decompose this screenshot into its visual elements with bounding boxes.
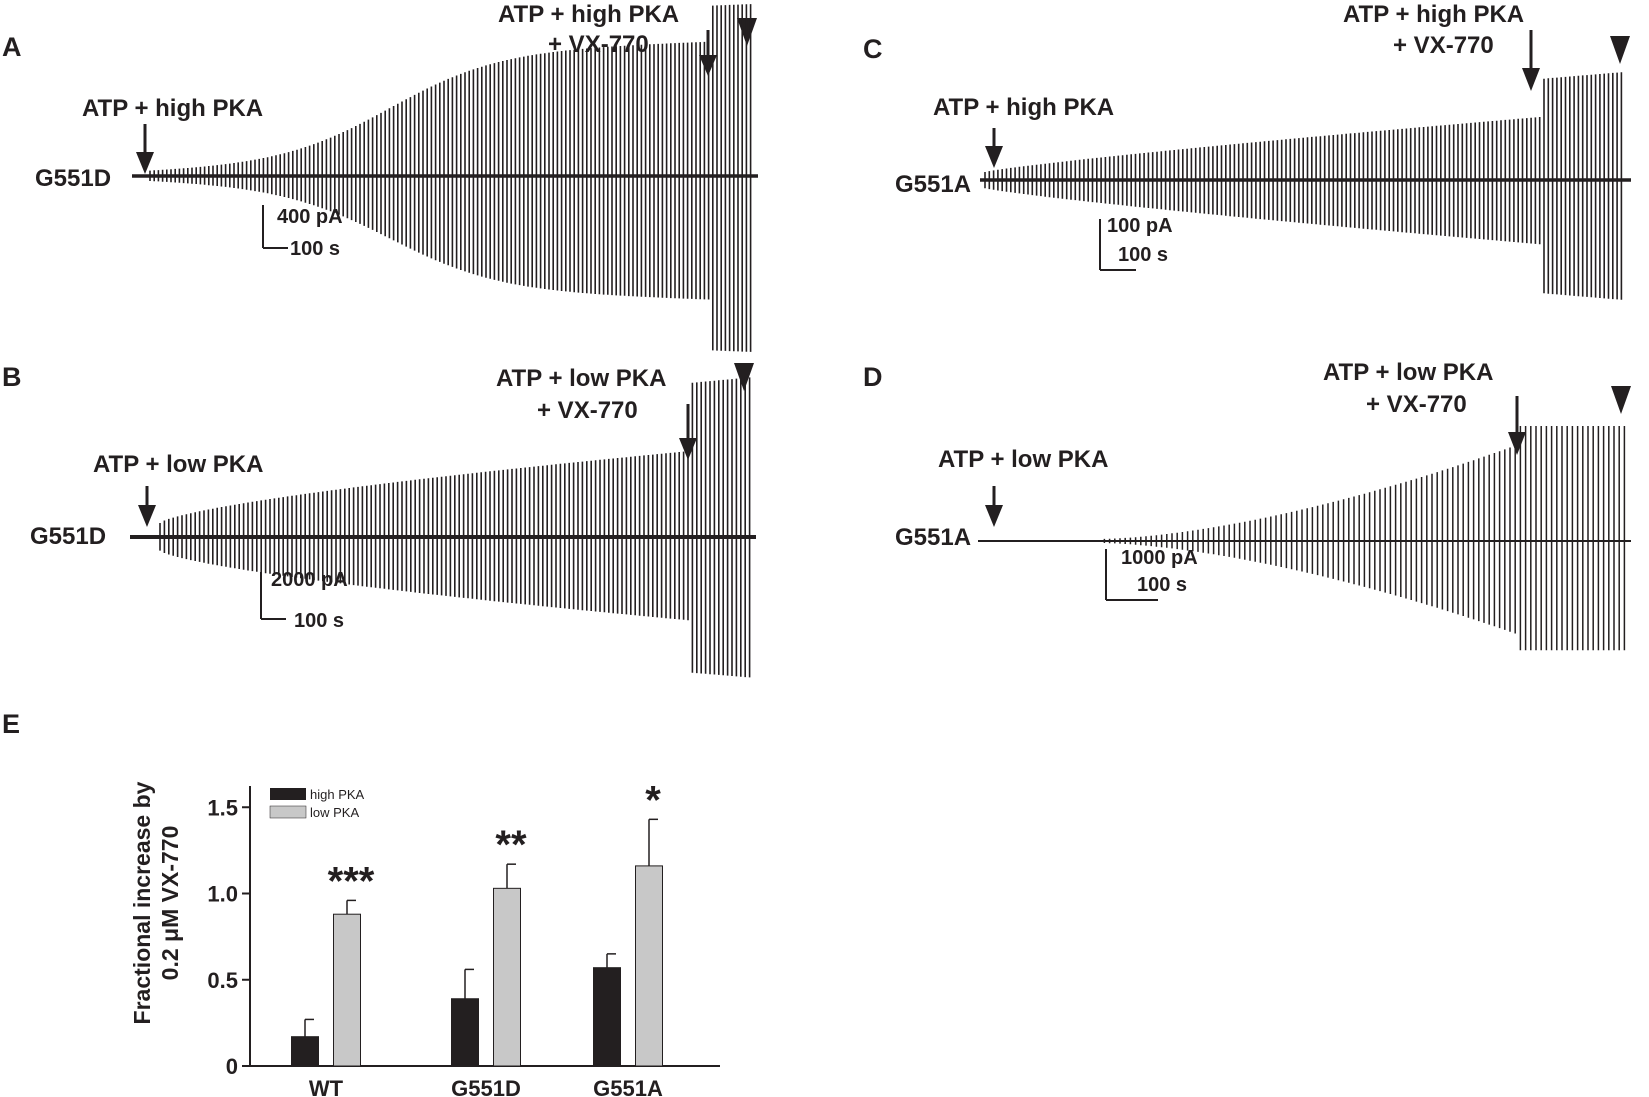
panel-b-scale-bar [260, 572, 286, 620]
legend-label-low-pka: low PKA [310, 805, 359, 820]
y-axis-label-line-2: 0.2 μM VX-770 [157, 826, 183, 981]
panel-c-arrowhead-marker [1610, 36, 1630, 64]
bar-wt-low-pka [333, 913, 361, 1067]
bar-g551d-low-pka [493, 887, 521, 1067]
panel-d-arrowhead-marker [1611, 386, 1631, 414]
panel-b-letter: B [2, 362, 22, 392]
panel-d-first-arrow [985, 486, 1003, 527]
x-tick-label: G551A [593, 1076, 663, 1097]
panel-d-second-arrow-label-2: + VX-770 [1366, 391, 1467, 418]
panel-c-second-arrow [1522, 30, 1540, 91]
legend-label-high-pka: high PKA [310, 787, 365, 802]
significance-marker: *** [328, 859, 375, 903]
panel-a-scale-time: 100 s [290, 238, 340, 260]
panel-a: A ATP + high PKA G551D ATP + high PKA + … [2, 1, 758, 352]
trace-deflections [149, 4, 752, 352]
panel-d-scale-current: 1000 pA [1121, 547, 1198, 569]
panel-a-second-arrow-label-1: ATP + high PKA [498, 1, 679, 28]
panel-a-first-arrow [136, 124, 154, 174]
panel-b-arrowhead-marker [734, 363, 754, 391]
panel-a-second-arrow-label-2: + VX-770 [548, 31, 649, 58]
panel-a-scale-bar [262, 205, 288, 249]
panel-a-first-arrow-label: ATP + high PKA [82, 95, 263, 122]
panel-e-letter: E [2, 709, 20, 739]
panel-c-scale-current: 100 pA [1107, 215, 1173, 237]
y-tick-label: 0.5 [207, 968, 238, 993]
y-tick-label: 0 [226, 1054, 238, 1079]
panel-d-letter: D [863, 362, 883, 392]
panel-b-scale-time: 100 s [294, 610, 344, 632]
bar-chart: 0 0.5 1.0 1.5 WT *** G551D ** G551A * [207, 778, 720, 1097]
panel-b-second-arrow-label-1: ATP + low PKA [496, 365, 666, 392]
panel-b-first-arrow-label: ATP + low PKA [93, 451, 263, 478]
panel-c: C ATP + high PKA G551A ATP + high PKA + … [863, 1, 1631, 300]
significance-marker: * [645, 778, 661, 822]
trace-deflections [159, 377, 751, 678]
panel-d-second-arrow [1508, 396, 1526, 455]
panel-d-scale-time: 100 s [1137, 574, 1187, 596]
panel-a-scale-current: 400 pA [277, 206, 343, 228]
panel-e: E Fractional increase by 0.2 μM VX-770 0… [2, 709, 720, 1097]
panel-b-trace-label: G551D [30, 523, 106, 550]
y-tick-label: 1.0 [207, 882, 238, 907]
legend-swatch-high-pka [270, 788, 306, 800]
significance-marker: ** [495, 823, 527, 867]
x-tick-label: WT [309, 1076, 344, 1097]
panel-a-trace-label: G551D [35, 165, 111, 192]
panel-d: D ATP + low PKA G551A ATP + low PKA + VX… [863, 359, 1631, 651]
panel-b: B ATP + low PKA G551D ATP + low PKA + VX… [2, 362, 756, 678]
x-tick-label: G551D [451, 1076, 521, 1097]
panel-c-second-arrow-label-2: + VX-770 [1393, 32, 1494, 59]
y-tick-label: 1.5 [207, 795, 238, 820]
panel-c-first-arrow-label: ATP + high PKA [933, 94, 1114, 121]
trace-deflections [1103, 426, 1626, 651]
panel-c-first-arrow [985, 128, 1003, 168]
bar-g551a-low-pka [635, 865, 663, 1067]
panel-d-first-arrow-label: ATP + low PKA [938, 446, 1108, 473]
legend-swatch-low-pka [269, 805, 307, 819]
panel-d-scale-bar [1105, 549, 1158, 601]
panel-d-second-arrow-label-1: ATP + low PKA [1323, 359, 1493, 386]
legend: high PKA low PKA [269, 787, 365, 820]
panel-b-second-arrow-label-2: + VX-770 [537, 397, 638, 424]
panel-a-letter: A [2, 32, 22, 62]
panel-b-scale-current: 2000 pA [271, 569, 348, 591]
panel-c-scale-time: 100 s [1118, 244, 1168, 266]
panel-b-current-trace [130, 377, 756, 678]
y-axis-label-line-1: Fractional increase by [129, 781, 155, 1024]
panel-d-trace-label: G551A [895, 524, 971, 551]
panel-c-letter: C [863, 34, 883, 64]
bar-g551d-high-pka [451, 998, 479, 1067]
bar-g551a-high-pka [593, 967, 621, 1067]
panel-c-current-trace [980, 72, 1631, 300]
panel-c-second-arrow-label-1: ATP + high PKA [1343, 1, 1524, 28]
panel-b-first-arrow [138, 486, 156, 527]
panel-c-scale-bar [1099, 219, 1136, 271]
bar-wt-high-pka [291, 1036, 319, 1067]
panel-a-current-trace [132, 4, 758, 352]
panel-c-trace-label: G551A [895, 171, 971, 198]
panel-d-current-trace [978, 426, 1631, 651]
